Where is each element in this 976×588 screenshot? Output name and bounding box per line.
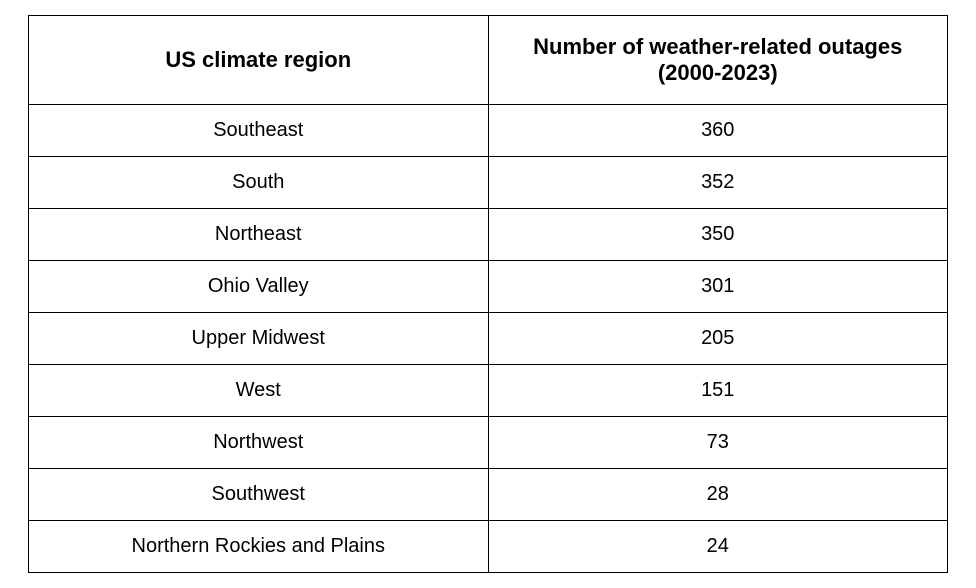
table-row: Upper Midwest 205	[29, 313, 948, 365]
cell-count: 352	[488, 157, 948, 209]
table-row: Northwest 73	[29, 417, 948, 469]
outages-table: US climate region Number of weather-rela…	[28, 15, 948, 573]
cell-region: Northern Rockies and Plains	[29, 521, 489, 573]
table-row: Southwest 28	[29, 469, 948, 521]
cell-count: 205	[488, 313, 948, 365]
cell-region: West	[29, 365, 489, 417]
table-row: Southeast 360	[29, 105, 948, 157]
cell-region: Ohio Valley	[29, 261, 489, 313]
table-row: South 352	[29, 157, 948, 209]
cell-count: 360	[488, 105, 948, 157]
cell-region: South	[29, 157, 489, 209]
cell-region: Northwest	[29, 417, 489, 469]
cell-count: 28	[488, 469, 948, 521]
cell-region: Northeast	[29, 209, 489, 261]
table-row: Northeast 350	[29, 209, 948, 261]
cell-region: Southeast	[29, 105, 489, 157]
table-row: Ohio Valley 301	[29, 261, 948, 313]
cell-count: 350	[488, 209, 948, 261]
column-header-region: US climate region	[29, 16, 489, 105]
table-row: Northern Rockies and Plains 24	[29, 521, 948, 573]
cell-count: 151	[488, 365, 948, 417]
table-row: West 151	[29, 365, 948, 417]
table-header-row: US climate region Number of weather-rela…	[29, 16, 948, 105]
column-header-count: Number of weather-related outages (2000-…	[488, 16, 948, 105]
cell-region: Upper Midwest	[29, 313, 489, 365]
cell-region: Southwest	[29, 469, 489, 521]
cell-count: 24	[488, 521, 948, 573]
cell-count: 301	[488, 261, 948, 313]
cell-count: 73	[488, 417, 948, 469]
